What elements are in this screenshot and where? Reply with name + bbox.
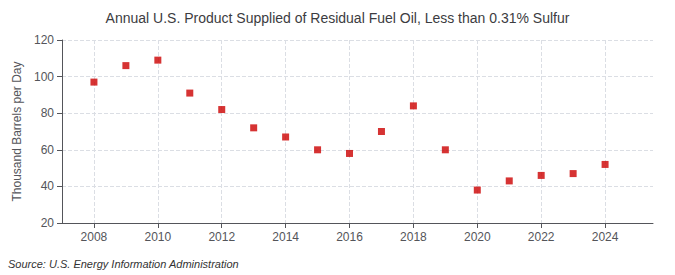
svg-text:2008: 2008 [81, 230, 108, 244]
svg-text:2016: 2016 [336, 230, 363, 244]
svg-text:2024: 2024 [592, 230, 619, 244]
svg-text:100: 100 [34, 70, 54, 84]
svg-text:Source: U.S. Energy Informatio: Source: U.S. Energy Information Administ… [8, 258, 239, 270]
svg-text:80: 80 [41, 106, 55, 120]
svg-text:2020: 2020 [464, 230, 491, 244]
svg-text:Thousand Barrels per Day: Thousand Barrels per Day [10, 61, 24, 201]
svg-text:120: 120 [34, 33, 54, 47]
svg-text:60: 60 [41, 143, 55, 157]
svg-text:2014: 2014 [272, 230, 299, 244]
svg-text:40: 40 [41, 179, 55, 193]
svg-text:2022: 2022 [528, 230, 555, 244]
svg-text:2010: 2010 [144, 230, 171, 244]
svg-text:20: 20 [41, 216, 55, 230]
svg-text:2018: 2018 [400, 230, 427, 244]
svg-text:Annual U.S. Product Supplied o: Annual U.S. Product Supplied of Residual… [106, 10, 570, 26]
svg-text:2012: 2012 [208, 230, 235, 244]
